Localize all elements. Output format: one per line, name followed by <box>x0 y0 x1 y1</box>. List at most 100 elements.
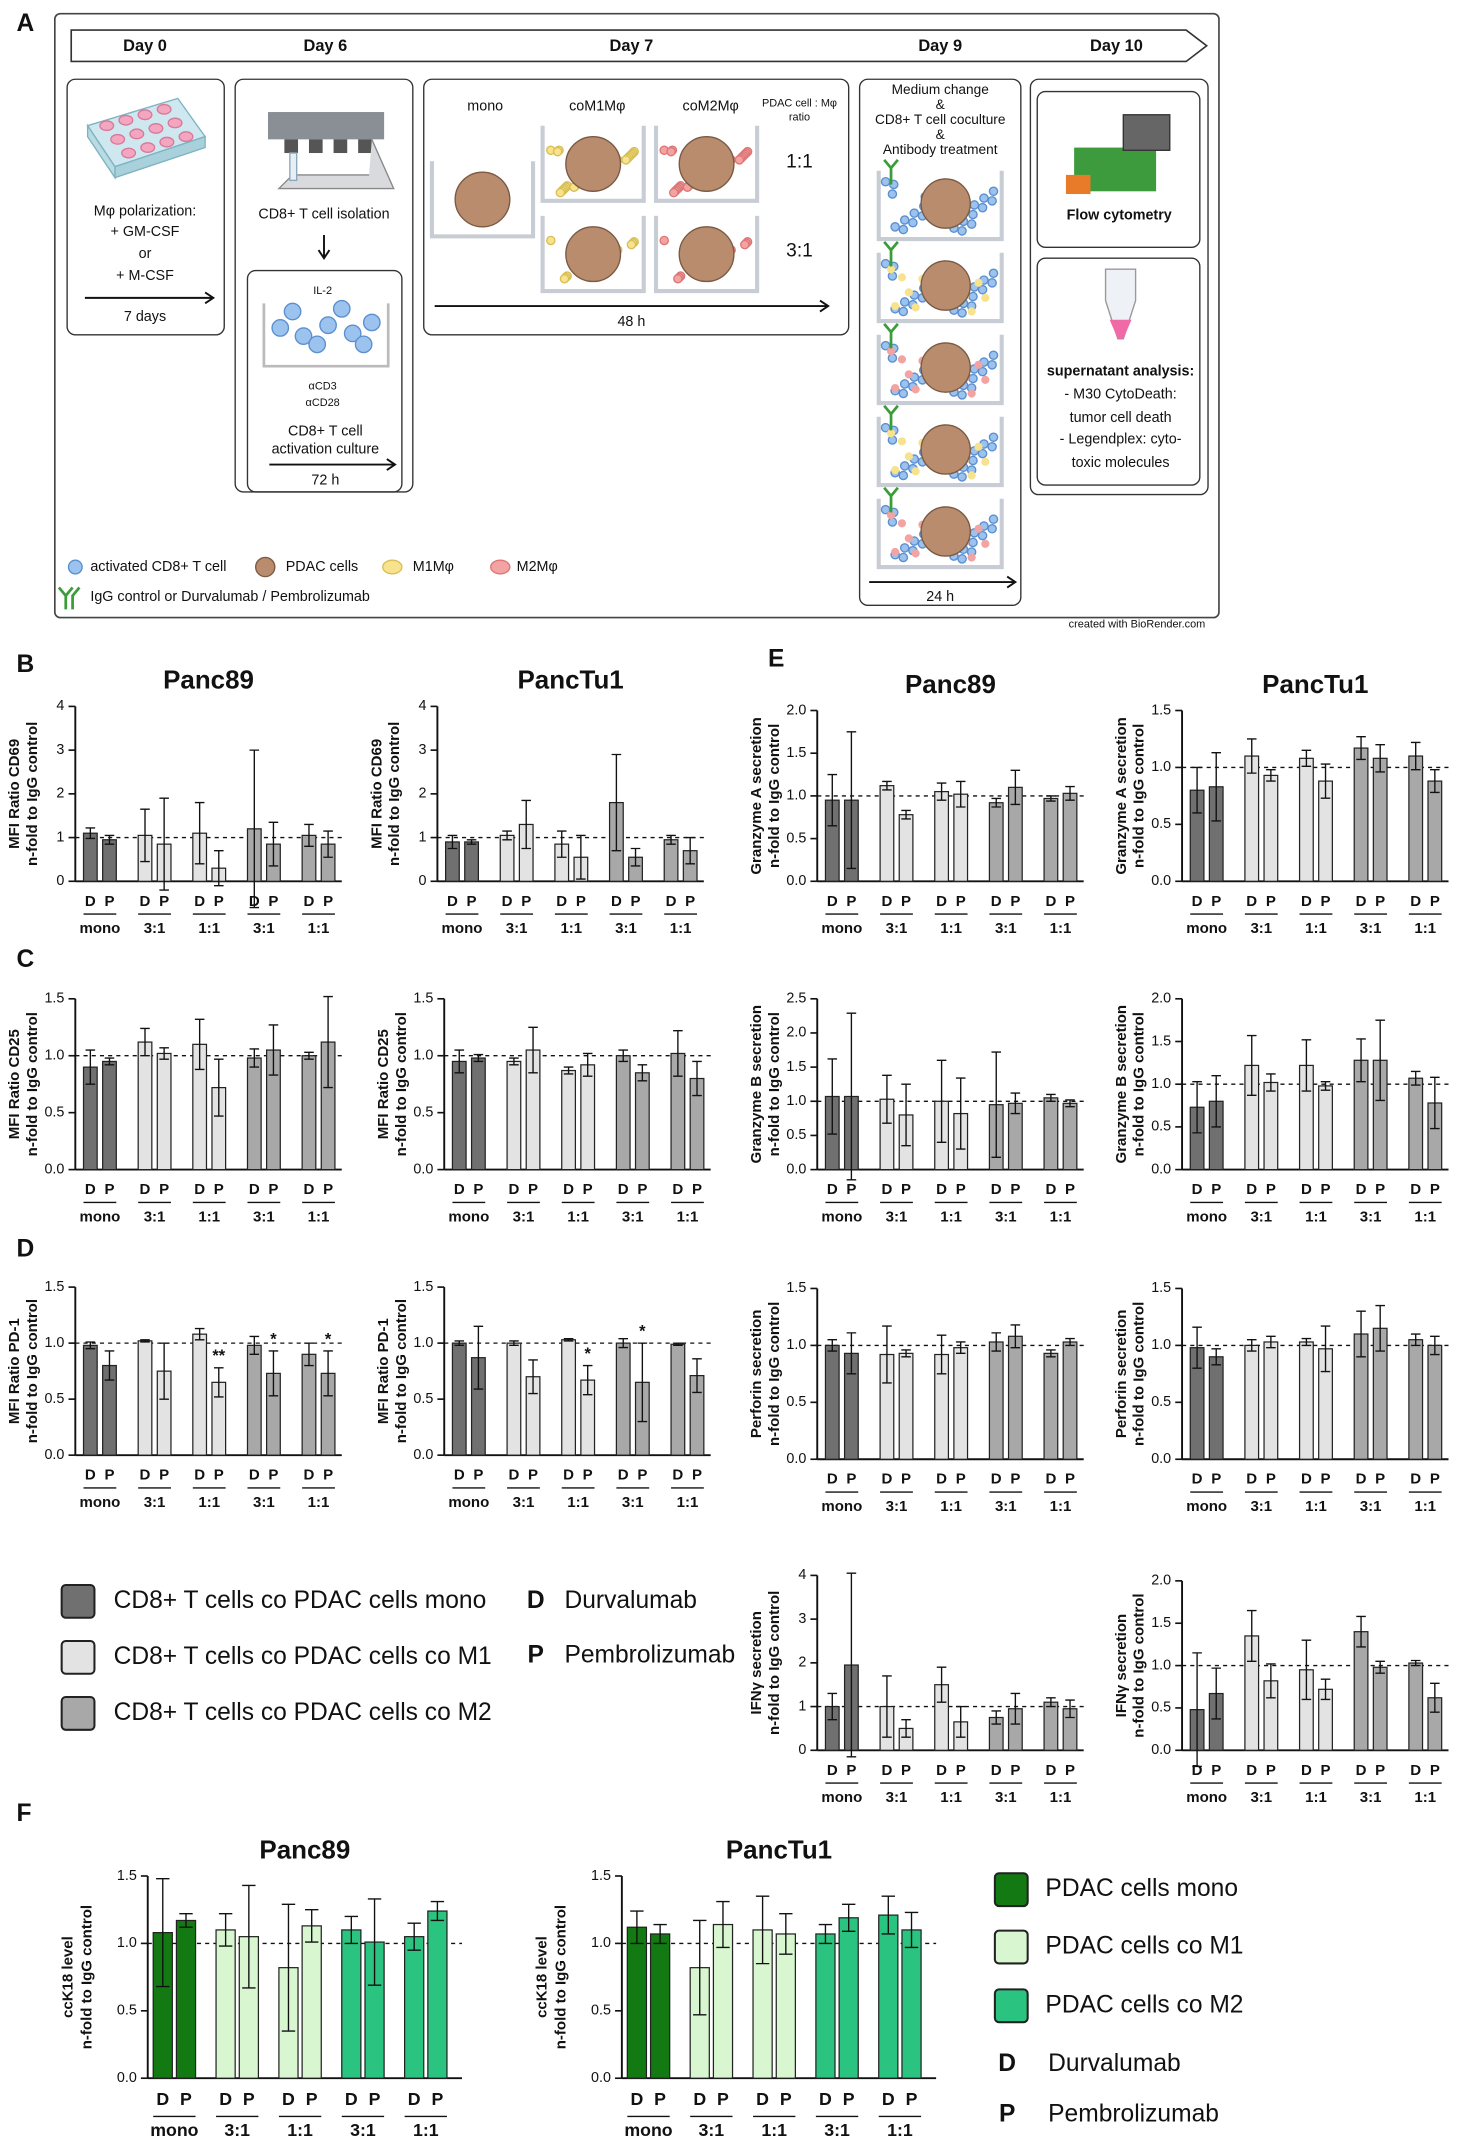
x-tick-label: P <box>323 1467 333 1484</box>
error-bar <box>955 1705 966 1738</box>
x-tick-label: P <box>1211 1471 1221 1488</box>
t-cell <box>977 284 988 295</box>
bar <box>953 1347 969 1460</box>
ratio-header: PDAC cell : Mφ <box>762 98 837 110</box>
m2-cell <box>740 239 750 250</box>
significance: * <box>325 1330 332 1348</box>
x-tick-label: D <box>1410 1471 1421 1488</box>
x-tick-label: D <box>1410 1762 1421 1779</box>
x-tick-label: P <box>323 893 333 910</box>
group-label: 3:1 <box>886 920 908 937</box>
panel-label: E <box>768 645 784 672</box>
step-text: αCD28 <box>306 397 340 409</box>
x-tick-label: P <box>1430 1471 1440 1488</box>
error-bar <box>454 1049 465 1074</box>
legend-label: Pembrolizumab <box>564 1642 735 1669</box>
error-bar <box>104 1057 115 1066</box>
y-tick-label: 1.5 <box>591 1868 611 1884</box>
error-bar <box>140 808 150 863</box>
error-bar <box>576 834 586 880</box>
error-bar <box>936 1666 947 1703</box>
step-text: activation culture <box>272 441 380 457</box>
step-text: Flow cytometry <box>1067 208 1172 224</box>
error-bar <box>1192 1326 1202 1369</box>
error-bar <box>1430 1335 1440 1356</box>
x-tick-label: D <box>618 1467 629 1484</box>
y-tick-label: 3 <box>419 742 427 758</box>
y-tick-label: 2 <box>56 786 64 802</box>
y-tick-label: 0.0 <box>44 1161 64 1177</box>
bar <box>301 1055 317 1171</box>
x-tick-label: P <box>1321 893 1331 910</box>
bar <box>464 841 480 882</box>
y-axis-label: Perforin secretion <box>1113 1310 1130 1439</box>
t-cell <box>362 313 381 332</box>
error-bar <box>563 1066 574 1075</box>
group-label: 1:1 <box>198 1494 220 1511</box>
x-tick-label: D <box>1045 893 1056 910</box>
y-axis-label: MFI Ratio CD69 <box>368 739 385 849</box>
group-label: 1:1 <box>1414 1789 1436 1806</box>
bar <box>1007 1335 1023 1460</box>
plate-well <box>140 142 156 154</box>
error-bar <box>901 1349 911 1358</box>
m1-cell <box>552 146 563 157</box>
t-cell <box>887 517 898 527</box>
legend-label: activated CD8+ T cell <box>90 559 226 575</box>
error-bar <box>85 1341 96 1350</box>
m2-cell <box>668 187 679 198</box>
error-bar <box>882 780 892 791</box>
x-tick-label: D <box>508 1181 519 1198</box>
x-tick-label: D <box>1410 893 1421 910</box>
step-text: αCD3 <box>309 381 337 393</box>
tube <box>289 152 298 182</box>
error-bar <box>637 1064 648 1082</box>
error-bar <box>104 834 115 845</box>
bar <box>1263 1341 1279 1460</box>
arrow <box>317 235 331 260</box>
error-bar <box>1010 769 1021 806</box>
x-tick-label: P <box>956 1181 966 1198</box>
m1-cell <box>967 471 976 480</box>
group-label: 1:1 <box>1305 920 1327 937</box>
schematic-frame <box>54 12 1220 619</box>
bar <box>1298 757 1314 882</box>
group-label: 3:1 <box>144 920 166 937</box>
x-tick-label: P <box>1321 1181 1331 1198</box>
t-cell <box>898 224 909 235</box>
error-bar <box>846 1012 857 1181</box>
x-tick-label: D <box>1192 893 1203 910</box>
pdac-spheroid <box>920 178 971 229</box>
legend-icon <box>254 556 276 578</box>
bar <box>561 1339 577 1456</box>
x-tick-label: P <box>104 893 114 910</box>
x-tick-label: P <box>1065 1471 1075 1488</box>
error-bar <box>882 1074 892 1124</box>
x-tick-label: P <box>583 1467 593 1484</box>
y-axis-label: n-fold to IgG control <box>766 1302 783 1446</box>
t-cell <box>319 316 337 335</box>
bar <box>615 1055 631 1171</box>
legend-icon <box>67 559 83 575</box>
t-cell <box>988 350 999 361</box>
bar <box>561 1069 577 1171</box>
error-bar <box>179 1913 193 1928</box>
error-bar <box>430 1900 445 1922</box>
error-bar <box>1010 1692 1021 1725</box>
m2-cell <box>886 511 896 520</box>
error-bar <box>563 1337 574 1342</box>
m1-cell <box>555 187 566 198</box>
y-axis-label: Granzyme A secretion <box>748 717 765 874</box>
group-label: 1:1 <box>560 920 582 937</box>
bar <box>934 791 950 882</box>
plate-well <box>121 147 137 159</box>
error-bar <box>582 1052 593 1077</box>
m2-cell <box>981 539 990 548</box>
y-axis-label: MFI Ratio CD25 <box>6 1029 23 1139</box>
group-label: 3:1 <box>513 1208 535 1225</box>
group-label: 1:1 <box>308 1494 330 1511</box>
x-tick-label: D <box>936 893 947 910</box>
m1-cell <box>974 442 983 451</box>
y-tick-label: 2.0 <box>786 702 806 718</box>
